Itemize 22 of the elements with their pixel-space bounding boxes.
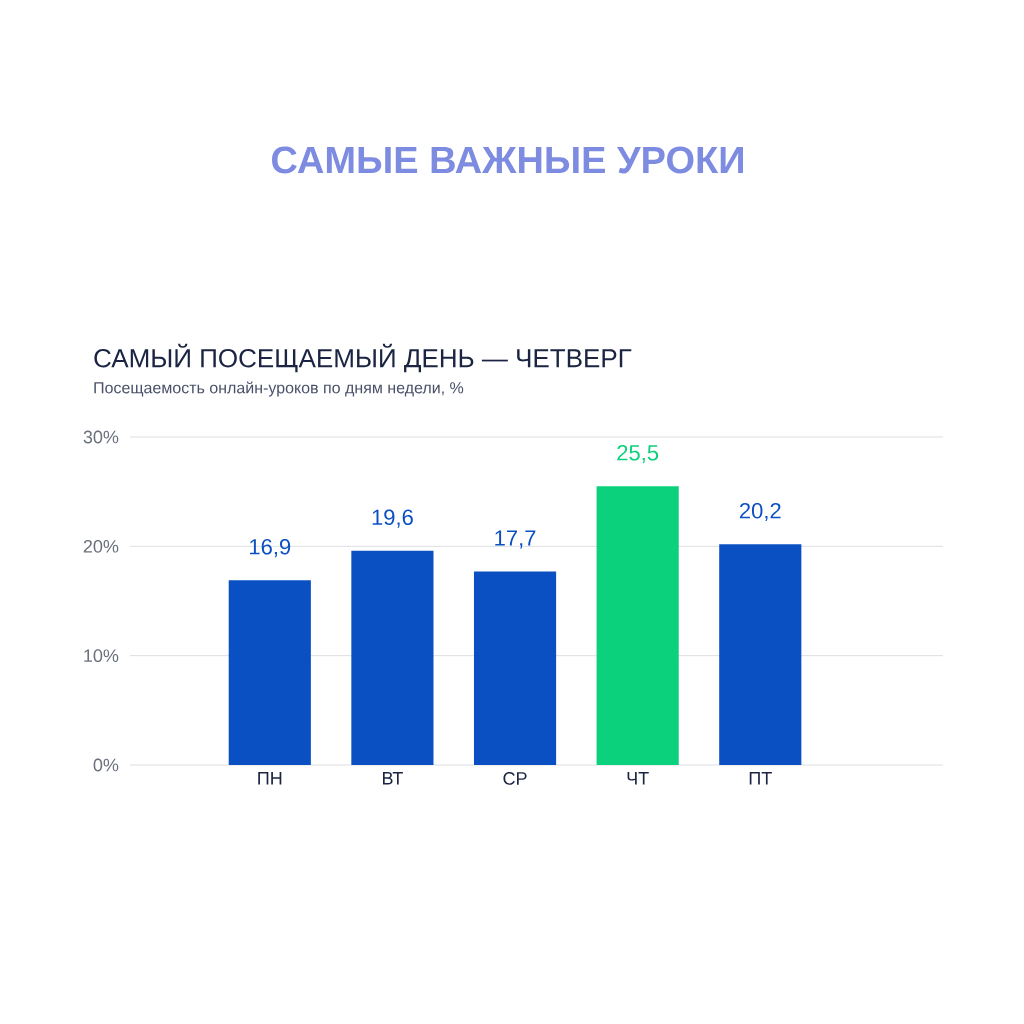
x-tick-label: СР [503,772,527,785]
chart-subtitle: САМЫЙ ПОСЕЩАЕМЫЙ ДЕНЬ — ЧЕТВЕРГ [94,343,632,373]
data-label: 25,5 [617,444,659,464]
bar [719,544,802,765]
y-tick-label: 10% [84,649,119,663]
x-tick-label: ВТ [382,772,403,785]
x-tick-label: ПТ [749,772,772,785]
data-label: 16,9 [250,539,291,558]
y-tick-label: 20% [83,539,119,553]
chart-title: САМЫЕ ВАЖНЫЕ УРОКИ [272,146,743,174]
bar [596,486,679,765]
y-tick-label: 30% [83,430,119,444]
x-tick-label: ПН [258,772,282,785]
data-label: 19,6 [372,509,413,528]
bar [473,571,557,765]
text: Посещаемость онлайн-уроков по дням недели, % [94,381,464,397]
bar [228,580,311,765]
x-tick-label: ЧТ [627,772,649,785]
data-label: 17,7 [495,530,536,549]
y-tick-label: 0% [93,758,119,772]
data-label: 20,2 [739,502,781,522]
bar [351,550,434,765]
